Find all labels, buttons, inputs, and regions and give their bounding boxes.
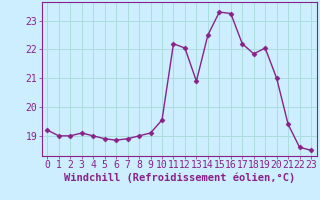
X-axis label: Windchill (Refroidissement éolien,°C): Windchill (Refroidissement éolien,°C): [64, 173, 295, 183]
